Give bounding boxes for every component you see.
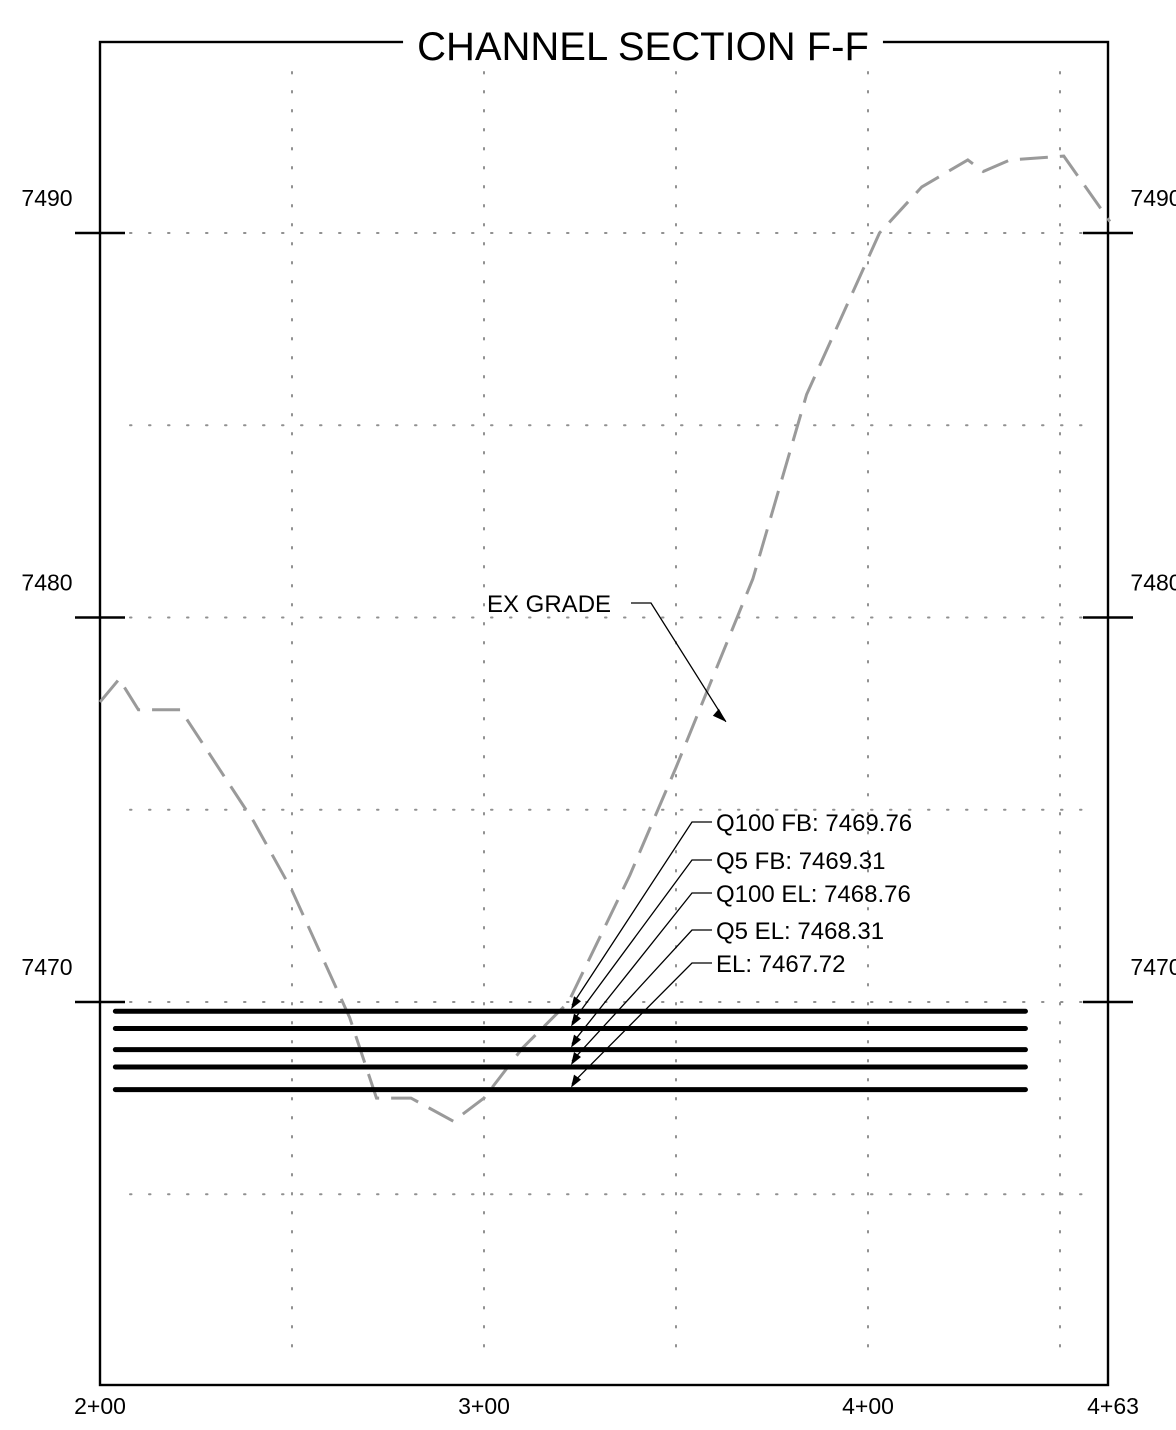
leader-line xyxy=(571,859,712,1023)
water-surface-label: Q100 EL: 7468.76 xyxy=(716,881,911,908)
ex-grade-arrowhead xyxy=(712,708,726,722)
ex-grade-label: EX GRADE xyxy=(487,591,611,618)
drawing-title: CHANNEL SECTION F-F xyxy=(417,25,869,69)
x-tick-label: 4+00 xyxy=(842,1393,894,1419)
leader-arrowhead xyxy=(571,1051,581,1065)
axis-labels: 7470 7470 7480 7480 7490 7490 2+00 3+00 4+00 4+63… xyxy=(21,185,1176,1419)
y-tick-label-right: 7480 xyxy=(1130,570,1176,596)
grid-lines xyxy=(129,71,1099,1356)
water-surface-label: Q5 FB: 7469.31 xyxy=(716,848,885,875)
plot-frame xyxy=(75,40,1133,1387)
existing-grade-line xyxy=(98,154,1112,1123)
water-surface-label: EL: 7467.72 xyxy=(716,951,845,978)
x-tick-label: 2+00 xyxy=(74,1393,126,1419)
frame-border xyxy=(98,40,1110,1387)
leader-line xyxy=(571,929,712,1062)
leader-line xyxy=(571,892,712,1045)
x-tick-label: 4+63 xyxy=(1087,1393,1139,1419)
water-surface-lines xyxy=(112,1008,1028,1093)
water-surface-label: Q5 EL: 7468.31 xyxy=(716,918,884,945)
leader-arrowhead xyxy=(571,996,581,1010)
existing-grade-profile xyxy=(98,154,1112,1123)
x-tick-label: 3+00 xyxy=(458,1393,510,1419)
y-tick-label-right: 7490 xyxy=(1130,185,1176,211)
leader-line xyxy=(571,821,712,1006)
y-tick-label-left: 7480 xyxy=(21,570,72,596)
leader-line xyxy=(571,962,712,1085)
water-surface-label: Q100 FB: 7469.76 xyxy=(716,810,912,837)
callout-leaders xyxy=(571,602,727,1088)
y-tick-label-right: 7470 xyxy=(1130,954,1176,980)
leader-arrowhead xyxy=(571,1013,581,1027)
ex-grade-leader xyxy=(631,602,727,723)
leader-arrowhead xyxy=(571,1034,581,1048)
y-tick-label-left: 7470 xyxy=(21,954,72,980)
y-tick-label-left: 7490 xyxy=(21,185,72,211)
leader-arrowhead xyxy=(571,1074,581,1088)
title-mask xyxy=(403,25,883,69)
